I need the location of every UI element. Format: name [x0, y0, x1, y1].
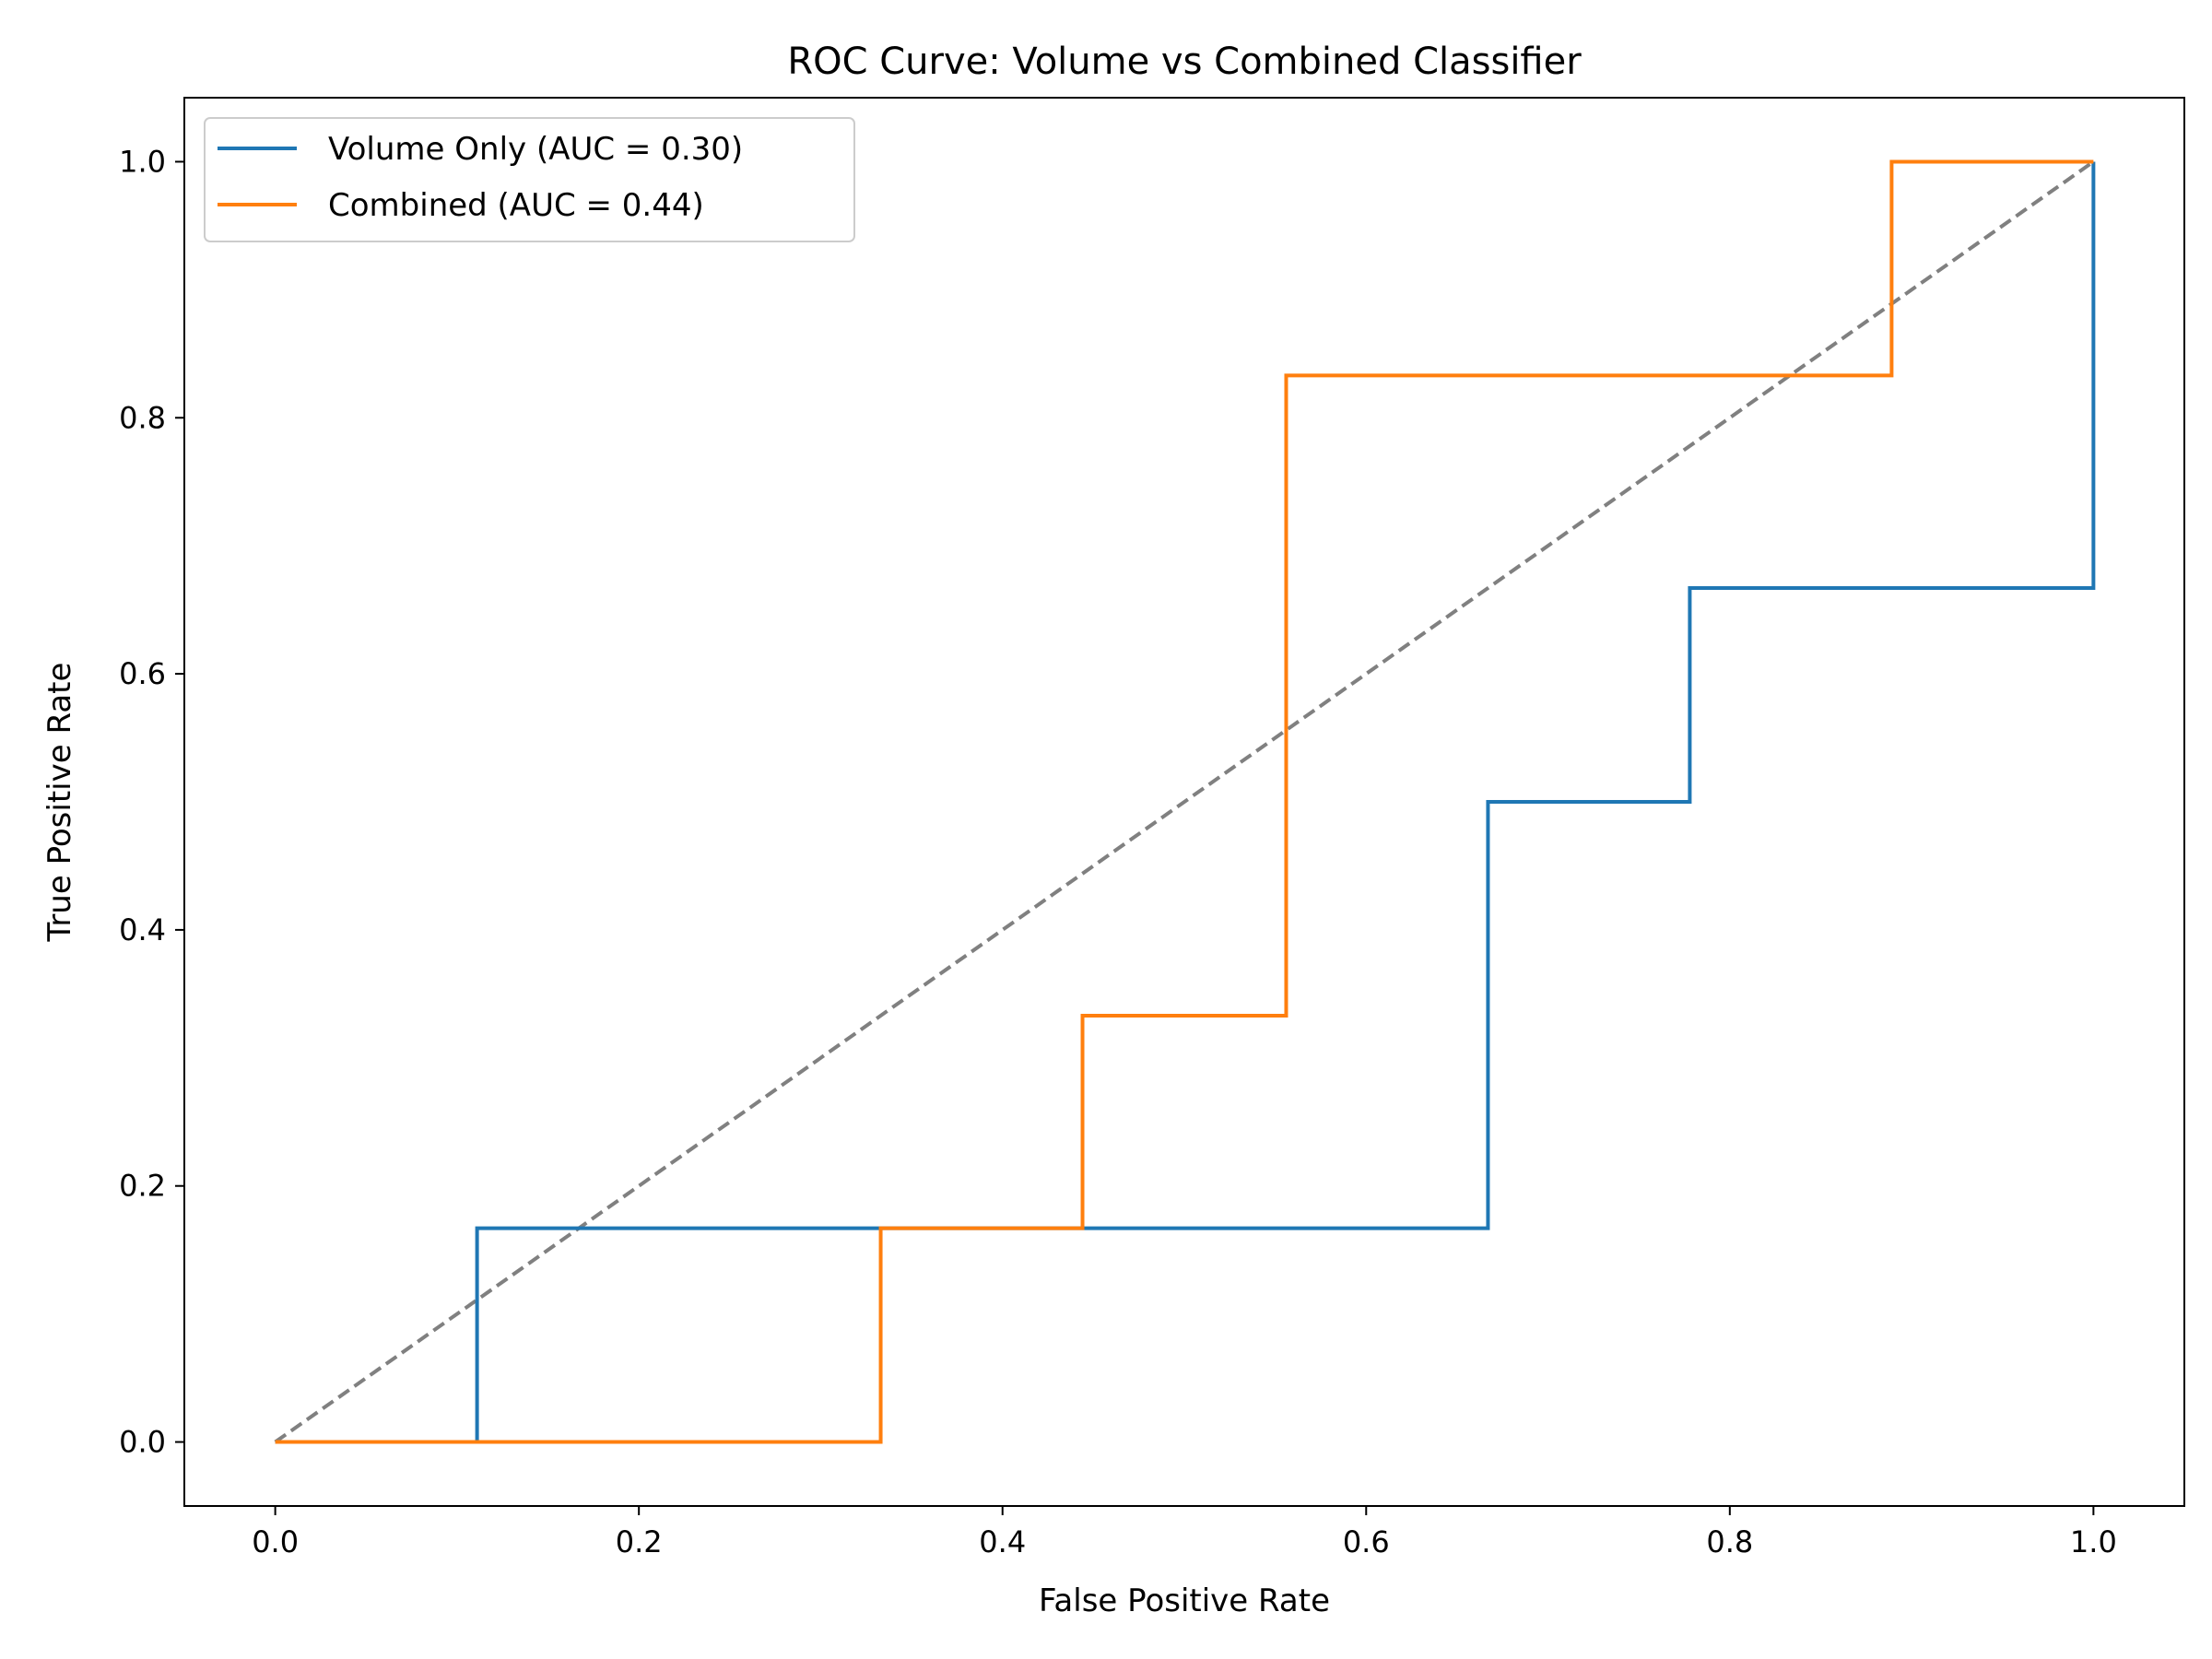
x-tick-label: 0.6 [1343, 1524, 1390, 1559]
y-tick-label: 0.2 [119, 1169, 166, 1204]
y-tick-label: 0.4 [119, 912, 166, 947]
series-line-1 [275, 159, 2094, 1444]
legend-label-1: Combined (AUC = 0.44) [328, 187, 704, 224]
y-axis-label: True Positive Rate [41, 663, 78, 943]
x-tick-label: 0.8 [1706, 1524, 1753, 1559]
y-tick-label: 0.6 [119, 656, 166, 691]
series-line-0 [275, 161, 2096, 1444]
chart-title: ROC Curve: Volume vs Combined Classifier [787, 41, 1582, 83]
legend-box [204, 117, 855, 242]
y-tick-label: 0.0 [119, 1425, 166, 1460]
y-tick-label: 1.0 [119, 144, 166, 179]
x-tick-label: 0.4 [979, 1524, 1026, 1559]
legend-label-0: Volume Only (AUC = 0.30) [328, 131, 743, 168]
axes-frame [183, 97, 2185, 1507]
y-tick-label: 0.8 [119, 400, 166, 435]
x-tick-label: 1.0 [2070, 1524, 2117, 1559]
x-tick-label: 0.2 [616, 1524, 663, 1559]
x-tick-label: 0.0 [252, 1524, 299, 1559]
plot-area: 0.0 0.2 0.4 0.6 0.8 1.0 0.0 0.2 0.4 0.6 0.8 1.0 [119, 97, 2185, 1559]
reference-diagonal-line [274, 159, 2095, 1444]
legend: Volume Only (AUC = 0.30) Combined (AUC = … [204, 117, 855, 242]
x-axis-label: False Positive Rate [1039, 1583, 1330, 1619]
